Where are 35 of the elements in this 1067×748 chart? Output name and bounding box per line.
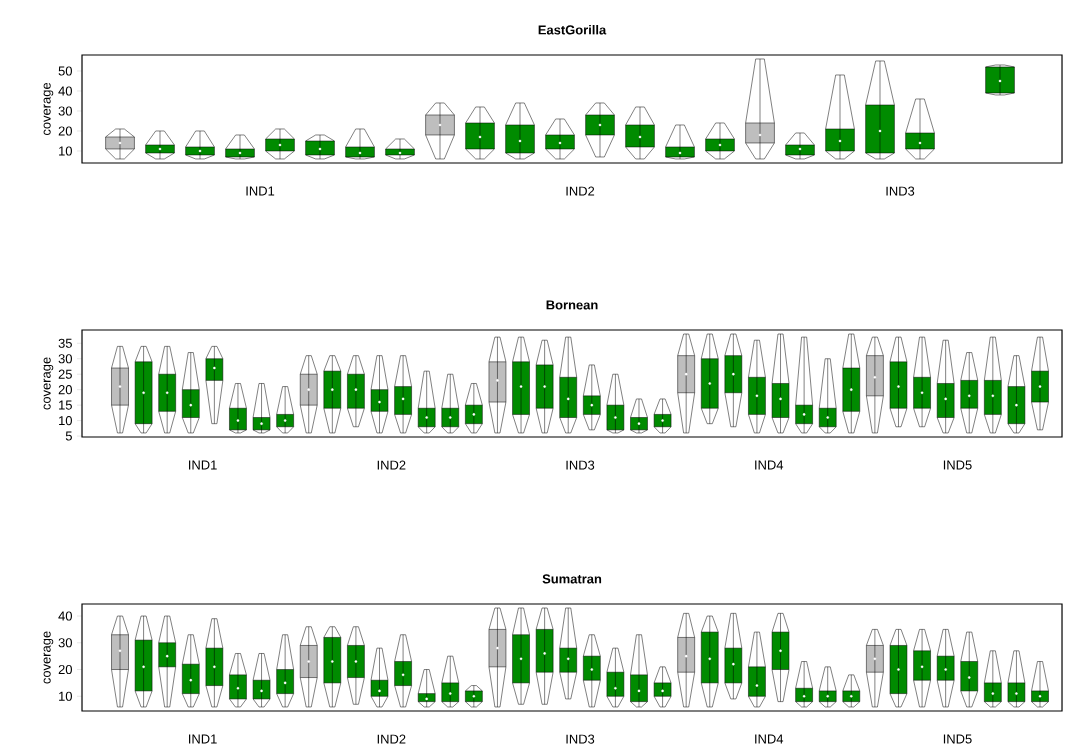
y-axis-title: coverage (43, 357, 54, 410)
x-tick-label: IND1 (189, 734, 217, 744)
chart-title: Bornean (546, 300, 598, 310)
y-tick-label: 30 (58, 638, 72, 648)
x-tick-label: IND2 (566, 186, 595, 196)
x-tick-label: IND3 (566, 460, 595, 470)
y-tick-label: 50 (58, 66, 72, 76)
y-tick-label: 40 (58, 86, 72, 96)
y-tick-label: 10 (59, 146, 72, 156)
x-tick-label: IND5 (943, 460, 972, 470)
y-tick-label: 25 (58, 369, 72, 379)
y-tick-label: 40 (58, 611, 72, 621)
y-tick-label: 35 (58, 338, 72, 348)
x-tick-label: IND5 (943, 734, 972, 744)
x-tick-label: IND3 (566, 734, 595, 744)
y-tick-label: 30 (58, 106, 72, 116)
y-tick-label: 15 (59, 400, 72, 410)
x-tick-label: IND1 (246, 186, 275, 196)
x-tick-label: IND4 (755, 734, 784, 744)
y-tick-label: 10 (59, 416, 72, 426)
x-tick-label: IND2 (377, 460, 406, 470)
x-tick-label: IND4 (755, 460, 784, 470)
y-tick-label: 5 (65, 431, 72, 441)
y-tick-label: 30 (58, 354, 72, 364)
x-tick-label: IND1 (189, 460, 217, 470)
y-tick-label: 20 (58, 126, 72, 136)
chart-title: EastGorilla (538, 24, 607, 35)
y-tick-label: 20 (58, 664, 72, 675)
y-axis-title: coverage (43, 82, 54, 136)
chart-title: Sumatran (542, 574, 602, 584)
y-tick-label: 20 (58, 385, 72, 395)
x-tick-label: IND2 (377, 734, 406, 744)
x-tick-label: IND3 (886, 186, 915, 196)
y-tick-label: 10 (59, 691, 72, 701)
y-axis-title: coverage (43, 631, 54, 684)
